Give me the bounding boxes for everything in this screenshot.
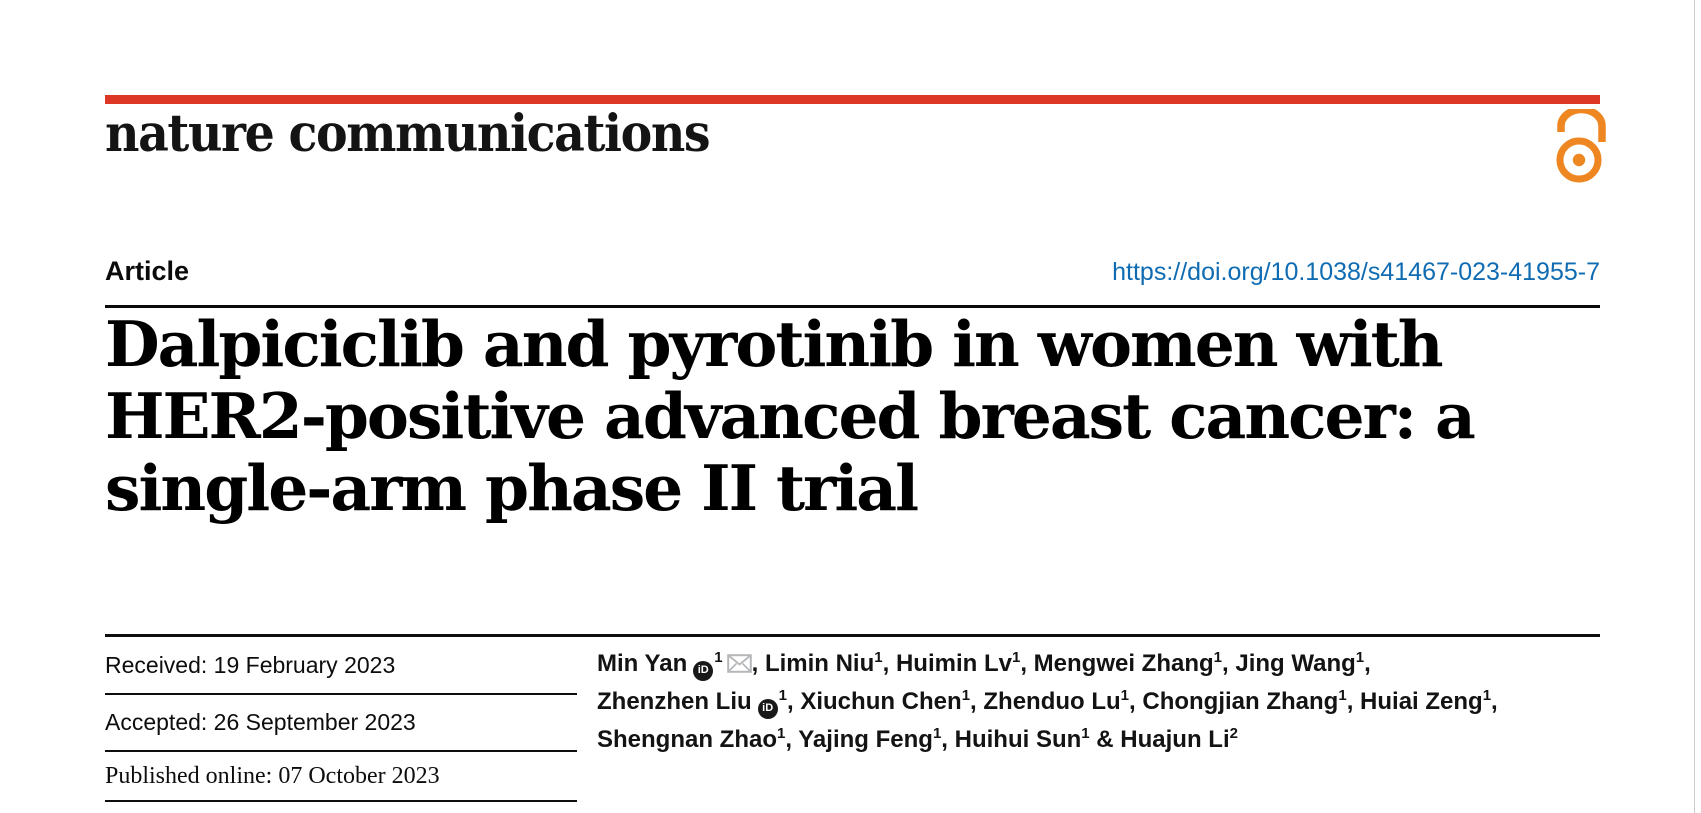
author-name: Xiuchun Chen [800, 688, 962, 715]
author-name: Chongjian Zhang [1142, 688, 1339, 715]
author-name: Mengwei Zhang [1033, 650, 1214, 677]
journal-accent-bar [105, 95, 1600, 104]
author-name: Jing Wang [1235, 650, 1356, 677]
doi-link[interactable]: https://doi.org/10.1038/s41467-023-41955… [1112, 258, 1600, 286]
published-date-row: Published online: 07 October 2023 [105, 752, 577, 802]
author-name: Limin Niu [764, 650, 875, 677]
journal-logo: nature communications [105, 104, 711, 164]
affiliation-superscript: 1 [961, 687, 971, 704]
orcid-icon[interactable]: iD [757, 698, 778, 719]
open-access-lock-icon [1552, 105, 1608, 190]
affiliation-superscript: 1 [1355, 649, 1365, 666]
author-name: Min Yan [597, 650, 688, 677]
author-name: Huihui Sun [954, 726, 1082, 753]
author-separator: , [1020, 650, 1034, 677]
header-divider-rule [105, 305, 1600, 308]
author-separator: , [1222, 650, 1236, 677]
article-header-row: Article https://doi.org/10.1038/s41467-0… [105, 256, 1600, 287]
orcid-icon[interactable]: iD [693, 660, 714, 681]
author-name: Huimin Lv [895, 650, 1012, 677]
author-separator: , [1129, 688, 1143, 715]
author-separator: , [970, 688, 984, 715]
author-separator: , [1491, 688, 1498, 715]
affiliation-superscript: 1 [1213, 649, 1222, 666]
accepted-date-row: Accepted: 26 September 2023 [105, 695, 577, 752]
author-separator: , [941, 726, 955, 753]
affiliation-superscript: 1 [1120, 687, 1130, 704]
affiliation-superscript: 1 [778, 687, 787, 704]
affiliation-superscript: 1 [874, 649, 883, 666]
author-name: Huajun Li [1120, 726, 1230, 753]
author-separator: , [1346, 688, 1361, 715]
author-line-1: Min Yan iD1, Limin Niu1, Huimin Lv1, Meng… [597, 646, 1701, 684]
author-separator: & [1089, 726, 1121, 753]
article-category-label: Article [105, 256, 190, 286]
affiliation-superscript: 1 [1011, 649, 1021, 666]
dates-panel: Received: 19 February 2023 Accepted: 26 … [105, 637, 577, 802]
author-block: Min Yan iD1, Limin Niu1, Huimin Lv1, Meng… [597, 646, 1701, 760]
author-name: Zhenzhen Liu [597, 688, 752, 715]
affiliation-superscript: 2 [1229, 725, 1238, 742]
author-line-2: Zhenzhen Liu iD1, Xiuchun Chen1, Zhenduo … [597, 684, 1701, 722]
author-separator: , [787, 688, 801, 715]
received-date-row: Received: 19 February 2023 [105, 637, 577, 695]
title-line: Dalpiciclib and pyrotinib in women with [105, 307, 1444, 381]
article-title: Dalpiciclib and pyrotinib in women with … [105, 307, 1476, 525]
author-name: Yajing Feng [798, 726, 933, 753]
author-separator: , [751, 650, 765, 677]
author-name: Shengnan Zhao [597, 726, 777, 753]
affiliation-superscript: 1 [714, 649, 723, 666]
title-divider-rule [105, 634, 1600, 637]
affiliation-superscript: 1 [1482, 687, 1492, 704]
author-name: Zhenduo Lu [983, 688, 1121, 715]
author-name: Huiai Zeng [1360, 688, 1483, 715]
author-separator: , [882, 650, 896, 677]
affiliation-superscript: 1 [1081, 725, 1090, 742]
author-line-3: Shengnan Zhao1, Yajing Feng1, Huihui Sun… [597, 722, 1701, 760]
affiliation-superscript: 1 [1338, 687, 1347, 704]
author-separator: , [785, 726, 799, 753]
affiliation-superscript: 1 [777, 725, 786, 742]
email-icon[interactable] [726, 648, 752, 683]
page-content: nature communications Article https://do… [105, 0, 1606, 813]
title-line: single-arm phase II trial [105, 451, 919, 525]
affiliation-superscript: 1 [932, 725, 942, 742]
author-separator: , [1364, 650, 1371, 677]
page-edge-line [1694, 0, 1695, 813]
title-line: HER2-positive advanced breast cancer: a [105, 379, 1476, 453]
